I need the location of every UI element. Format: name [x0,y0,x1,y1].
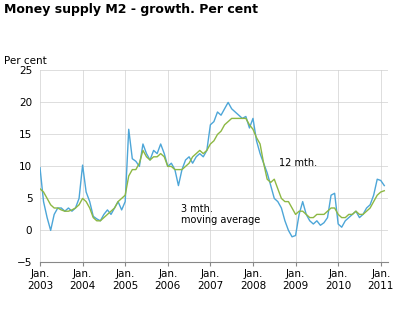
Text: 3 mth.
moving average: 3 mth. moving average [180,204,260,225]
Text: 12 mth.: 12 mth. [278,158,317,168]
Text: Money supply M2 - growth. Per cent: Money supply M2 - growth. Per cent [4,3,258,16]
Text: Per cent: Per cent [4,56,47,66]
